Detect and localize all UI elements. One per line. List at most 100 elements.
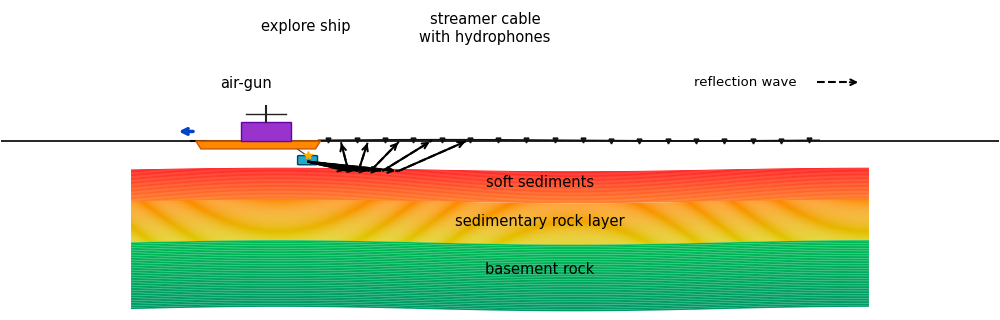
Text: sedimentary rock layer: sedimentary rock layer — [455, 214, 625, 229]
Text: basement rock: basement rock — [485, 262, 595, 277]
Polygon shape — [196, 141, 320, 149]
Polygon shape — [131, 196, 869, 201]
Polygon shape — [131, 231, 869, 236]
Polygon shape — [131, 201, 869, 206]
Polygon shape — [131, 176, 869, 181]
Polygon shape — [131, 223, 869, 228]
Polygon shape — [131, 190, 869, 194]
Polygon shape — [131, 305, 869, 311]
Polygon shape — [131, 255, 869, 261]
Polygon shape — [131, 221, 869, 226]
Polygon shape — [131, 215, 869, 221]
Polygon shape — [131, 209, 869, 215]
Polygon shape — [131, 277, 869, 283]
Polygon shape — [131, 244, 869, 250]
Polygon shape — [131, 242, 869, 248]
Polygon shape — [131, 279, 869, 285]
Polygon shape — [131, 214, 869, 220]
Polygon shape — [131, 184, 869, 188]
Polygon shape — [131, 218, 869, 223]
Polygon shape — [131, 228, 869, 233]
Polygon shape — [131, 224, 869, 229]
Polygon shape — [131, 227, 869, 232]
Polygon shape — [131, 236, 869, 242]
Polygon shape — [131, 175, 869, 179]
Polygon shape — [131, 299, 869, 305]
Polygon shape — [131, 169, 869, 173]
Polygon shape — [131, 247, 869, 253]
Polygon shape — [131, 187, 869, 191]
Polygon shape — [131, 225, 869, 230]
Polygon shape — [131, 226, 869, 231]
Polygon shape — [131, 230, 869, 236]
Polygon shape — [131, 186, 869, 190]
Polygon shape — [131, 172, 869, 177]
Polygon shape — [131, 198, 869, 202]
Polygon shape — [131, 208, 869, 214]
Polygon shape — [241, 122, 291, 141]
Polygon shape — [131, 245, 869, 251]
Polygon shape — [131, 189, 869, 194]
Polygon shape — [131, 184, 869, 189]
Polygon shape — [131, 188, 869, 193]
FancyBboxPatch shape — [298, 156, 318, 165]
Polygon shape — [131, 253, 869, 260]
Polygon shape — [131, 204, 869, 210]
Polygon shape — [131, 194, 869, 198]
Polygon shape — [131, 290, 869, 296]
Polygon shape — [131, 302, 869, 308]
Polygon shape — [131, 268, 869, 275]
Polygon shape — [131, 180, 869, 185]
Polygon shape — [131, 213, 869, 219]
Polygon shape — [131, 174, 869, 179]
Polygon shape — [131, 249, 869, 255]
Polygon shape — [131, 192, 869, 196]
Polygon shape — [131, 282, 869, 288]
Polygon shape — [131, 220, 869, 225]
Polygon shape — [131, 285, 869, 291]
Polygon shape — [131, 212, 869, 218]
Polygon shape — [131, 199, 869, 203]
Polygon shape — [131, 275, 869, 281]
Polygon shape — [131, 177, 869, 182]
Polygon shape — [131, 217, 869, 222]
Polygon shape — [131, 168, 869, 172]
Polygon shape — [131, 182, 869, 186]
Polygon shape — [131, 170, 869, 174]
Polygon shape — [131, 179, 869, 183]
Polygon shape — [131, 181, 869, 186]
Polygon shape — [131, 259, 869, 265]
Polygon shape — [131, 265, 869, 271]
Polygon shape — [131, 180, 869, 184]
Polygon shape — [131, 202, 869, 208]
Polygon shape — [131, 222, 869, 227]
Polygon shape — [131, 185, 869, 189]
Polygon shape — [131, 188, 869, 192]
Polygon shape — [131, 195, 869, 199]
Text: streamer cable
with hydrophones: streamer cable with hydrophones — [419, 12, 551, 44]
Polygon shape — [131, 264, 869, 270]
Polygon shape — [131, 270, 869, 276]
Polygon shape — [131, 196, 869, 200]
Polygon shape — [131, 178, 869, 182]
Polygon shape — [131, 193, 869, 197]
Polygon shape — [131, 206, 869, 212]
Polygon shape — [131, 250, 869, 256]
Polygon shape — [131, 297, 869, 303]
Polygon shape — [131, 262, 869, 268]
Polygon shape — [131, 295, 869, 301]
Polygon shape — [131, 173, 869, 178]
Text: explore ship: explore ship — [261, 19, 350, 34]
Polygon shape — [131, 199, 869, 204]
Polygon shape — [131, 172, 869, 176]
Polygon shape — [131, 219, 869, 224]
Polygon shape — [131, 284, 869, 290]
Polygon shape — [131, 272, 869, 278]
Polygon shape — [131, 257, 869, 263]
Polygon shape — [131, 192, 869, 197]
Polygon shape — [131, 260, 869, 266]
Polygon shape — [131, 289, 869, 295]
Polygon shape — [131, 210, 869, 216]
Polygon shape — [131, 232, 869, 237]
Polygon shape — [131, 197, 869, 201]
